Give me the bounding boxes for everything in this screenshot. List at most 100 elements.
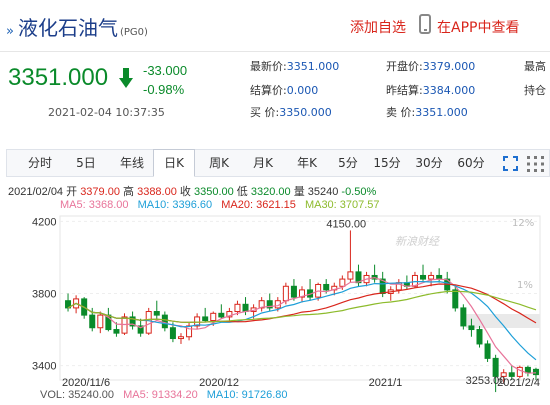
- x-tick-label: 2021/2/4: [497, 377, 540, 389]
- volume-value: 35240: [307, 186, 339, 198]
- candle-up: [339, 278, 346, 287]
- ma10-value: MA10: 3396.60: [137, 199, 213, 211]
- tab-30min[interactable]: 30分: [415, 156, 443, 170]
- ohlc-date: 2021/02/04: [8, 186, 64, 198]
- x-tick-label: 2020/11/6: [62, 377, 110, 389]
- down-arrow-icon: [119, 68, 133, 88]
- more-icon[interactable]: [527, 155, 547, 173]
- range-highlight: [466, 314, 540, 328]
- candle-up: [145, 311, 152, 334]
- candle-down: [218, 312, 225, 318]
- candle-down: [420, 274, 427, 280]
- ma20-value: MA20: 3621.15: [221, 199, 296, 211]
- quote-open: 开盘价:3379.000: [386, 60, 476, 73]
- candle-down: [468, 325, 475, 331]
- change-pct-value: -0.50%: [341, 186, 377, 198]
- ma30-value: MA30: 3707.57: [304, 199, 380, 211]
- quote-latest: 最新价:3351.000: [250, 60, 340, 73]
- ohlc-legend: 2021/02/04 开 3379.00 高 3388.00 收 3350.00…: [8, 183, 376, 199]
- low-label: 低: [236, 186, 248, 198]
- y-tick-label: 3400: [32, 361, 56, 373]
- tab-year-line[interactable]: 年线: [119, 156, 144, 170]
- y-tick-label: 3800: [32, 288, 56, 300]
- candle-down: [508, 372, 515, 377]
- open-value: 3379.00: [80, 186, 120, 198]
- volume-legend: VOL: 35240.00 MA5: 91334.20 MA10: 91726.…: [40, 389, 288, 401]
- ma-legend: MA5: 3368.00 MA10: 3396.60 MA20: 3621.15…: [60, 199, 386, 211]
- ma5-value: MA5: 3368.00: [60, 199, 129, 211]
- candle-up: [97, 314, 104, 329]
- tab-weekly-k[interactable]: 周K: [209, 156, 229, 170]
- double-chevron-icon: »: [6, 24, 14, 39]
- page-title: 液化石油气: [17, 16, 118, 40]
- candle-up: [210, 312, 217, 322]
- candle-down: [266, 300, 273, 309]
- vol-ma10-value: MA10: 91726.80: [206, 389, 288, 401]
- candle-down: [492, 357, 499, 377]
- high-value: 3388.00: [137, 186, 177, 198]
- candle-down: [113, 329, 120, 334]
- max-price-label: 4150.00: [326, 218, 366, 230]
- candle-down: [323, 283, 330, 291]
- fullscreen-icon[interactable]: [503, 156, 518, 171]
- candle-down: [202, 316, 209, 322]
- right-tick-label: 12%: [512, 218, 534, 229]
- header-bar: » 液化石油气 (PG0) 添加自选 在APP中查看: [0, 0, 550, 52]
- contract-code: (PG0): [119, 27, 148, 38]
- candle-up: [226, 311, 233, 318]
- y-tick-label: 4200: [32, 216, 56, 228]
- candle-down: [460, 307, 467, 327]
- price-change: -33.000 -0.98%: [143, 61, 187, 99]
- watermark: 新浪财经: [395, 235, 440, 248]
- change-amount: -33.000: [143, 63, 188, 78]
- quote-bid: 买 价:3350.000: [250, 106, 332, 119]
- quote-settle: 结算价:0.000: [250, 84, 319, 97]
- right-tick-label: 1%: [517, 280, 533, 291]
- low-value: 3320.00: [250, 186, 291, 198]
- period-tabs: 分时 5日 年线 日K 周K 月K 年K 5分 15分 30分 60分: [6, 149, 550, 177]
- tab-intraday[interactable]: 分时: [27, 156, 52, 170]
- view-in-app-link[interactable]: 在APP中查看: [437, 20, 520, 36]
- candle-down: [452, 289, 459, 309]
- candle-down: [242, 303, 249, 313]
- quote-open-interest: 持仓: [524, 84, 546, 97]
- candle-up: [282, 285, 289, 302]
- vol-value: VOL: 35240.00: [40, 389, 115, 401]
- candle-down: [137, 325, 144, 334]
- candle-up: [177, 336, 184, 340]
- ma5-line: [67, 276, 537, 374]
- candle-up: [258, 300, 265, 309]
- tab-15min[interactable]: 15分: [373, 156, 401, 170]
- tab-daily-k[interactable]: 日K: [153, 149, 195, 177]
- candle-down: [89, 314, 96, 329]
- tab-60min[interactable]: 60分: [457, 156, 485, 170]
- candle-up: [411, 274, 418, 287]
- ma30-line: [67, 290, 537, 324]
- min-price-label: 3253.00: [466, 375, 506, 387]
- tab-monthly-k[interactable]: 月K: [253, 156, 273, 170]
- candle-down: [484, 343, 491, 359]
- candle-up: [500, 372, 507, 377]
- ma10-line: [67, 280, 537, 361]
- quote-ask: 卖 价:3351.000: [386, 106, 468, 119]
- candle-up: [347, 271, 354, 280]
- candle-down: [290, 285, 297, 298]
- tab-yearly-k[interactable]: 年K: [297, 156, 317, 170]
- title-block: » 液化石油气 (PG0): [6, 12, 148, 41]
- x-tick-label: 2021/1: [369, 377, 403, 389]
- candle-down: [153, 311, 160, 316]
- candle-up: [428, 274, 435, 280]
- add-to-watchlist-link[interactable]: 添加自选: [350, 20, 406, 36]
- candle-up: [298, 289, 306, 298]
- candle-up: [234, 303, 241, 313]
- candle-down: [476, 329, 483, 345]
- candlestick-chart[interactable]: 4200 3800 3400 12% 1% 新浪财经 4150.00 3253.00 2020/…: [0, 210, 550, 405]
- mobile-phone-icon[interactable]: [419, 14, 431, 34]
- tab-5min[interactable]: 5分: [338, 156, 358, 170]
- change-percent: -0.98%: [143, 82, 185, 97]
- open-label: 开: [66, 186, 78, 198]
- plot-frame: [59, 215, 541, 381]
- tab-5day[interactable]: 5日: [76, 156, 96, 170]
- quote-prev-settle: 昨结算:3384.000: [386, 84, 476, 97]
- candle-down: [129, 316, 136, 327]
